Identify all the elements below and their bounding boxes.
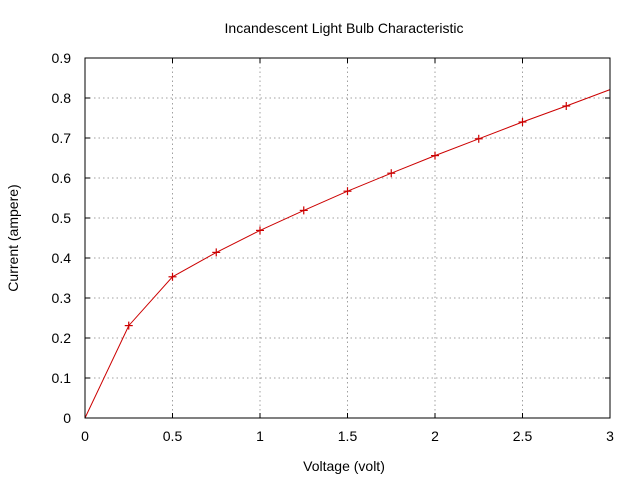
x-tick-label: 0.5 [163,428,183,444]
data-point-marker [124,321,133,330]
data-point-marker [562,102,571,110]
axis-ticks [84,57,611,419]
data-point-marker [299,206,308,215]
data-point-marker [168,272,177,281]
x-tick-label: 2.5 [513,428,533,444]
x-tick-label: 1 [256,428,264,444]
data-point-marker [431,151,439,160]
y-tick-label: 0.6 [52,170,72,186]
y-tick-label: 0.1 [52,370,72,386]
data-point-marker [474,134,483,143]
y-tick-label: 0.9 [52,50,72,66]
series-layer [84,89,611,419]
x-tick-labels: 0 0.5 1 1.5 2 2.5 3 [81,428,614,444]
x-tick-label: 2 [431,428,439,444]
y-tick-label: 0.5 [52,210,72,226]
data-point-marker [343,187,352,196]
grid-lines [85,58,610,418]
x-axis-title: Voltage (volt) [303,458,385,474]
y-tick-label: 0.8 [52,90,72,106]
y-tick-label: 0.2 [52,330,72,346]
y-tick-label: 0.3 [52,290,72,306]
x-tick-label: 3 [606,428,614,444]
y-tick-label: 0.7 [52,130,72,146]
y-tick-labels: 0 0.1 0.2 0.3 0.4 0.5 0.6 0.7 0.8 0.9 [52,50,72,426]
x-tick-label: 0 [81,428,89,444]
y-tick-label: 0 [63,410,71,426]
data-point-marker [518,118,527,126]
data-point-marker [212,248,221,257]
data-point-marker [256,226,264,235]
data-point-marker [387,169,396,178]
x-tick-label: 1.5 [338,428,358,444]
chart-title: Incandescent Light Bulb Characteristic [225,20,464,36]
y-axis-title: Current (ampere) [5,184,21,291]
y-tick-label: 0.4 [52,250,72,266]
